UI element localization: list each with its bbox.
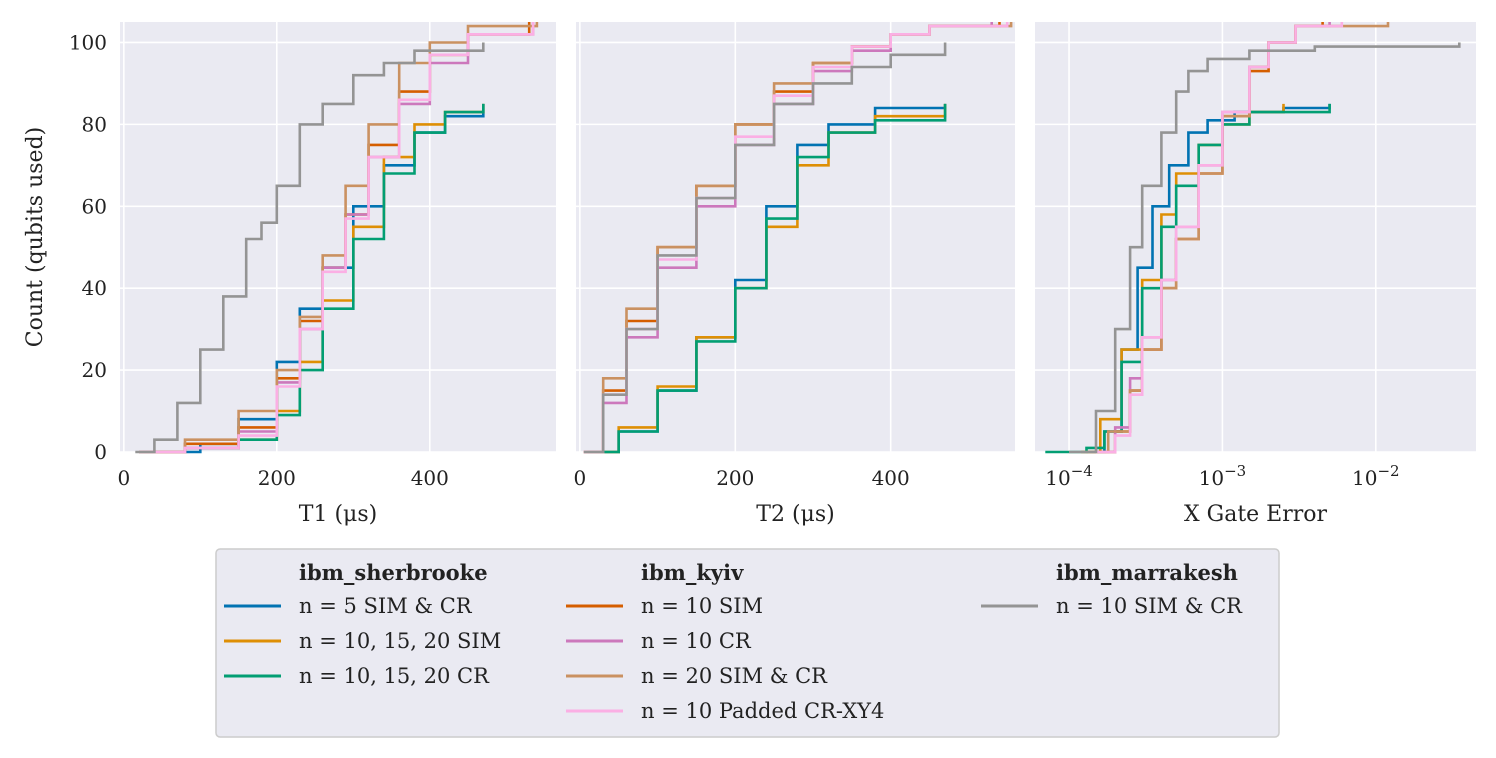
series-line-7: [1096, 22, 1344, 454]
legend-label: n = 10, 15, 20 SIM: [299, 629, 501, 653]
y-tick-label: 100: [69, 30, 107, 54]
x-axis-label: T1 (μs): [299, 502, 377, 527]
y-tick-label: 40: [82, 276, 107, 300]
y-tick-label: 80: [82, 112, 107, 136]
series-line-3: [1045, 103, 1331, 454]
legend-label: n = 10 SIM & CR: [1056, 594, 1243, 618]
panel-2: 0 200 400 T2 (μs): [574, 22, 1015, 527]
legend-label: n = 10 CR: [641, 629, 752, 653]
x-tick-label: 200: [258, 466, 296, 490]
legend-box: [215, 548, 1280, 738]
plot-area: [120, 22, 556, 452]
x-tick-label: 200: [716, 466, 754, 490]
panel-1: 0 200 400 0 20 40 60 80 100 Count (qubits used) T1…: [23, 22, 556, 527]
x-tick-label: 0: [574, 466, 587, 490]
series-line-7: [139, 22, 535, 454]
series-line-3: [587, 103, 947, 454]
x-tick-label: 400: [411, 466, 449, 490]
x-axis-label: T2 (μs): [756, 502, 834, 527]
legend-label: n = 10 Padded CR-XY4: [641, 699, 884, 723]
legend-title: ibm_kyiv: [641, 560, 744, 585]
x-tick-label: 10−4: [1045, 462, 1093, 490]
series-line-8: [583, 42, 947, 454]
legend-label: n = 5 SIM & CR: [299, 594, 473, 618]
legend-label: n = 10 SIM: [641, 594, 763, 618]
legend-title: ibm_sherbrooke: [299, 560, 488, 585]
x-tick-label: 400: [872, 466, 910, 490]
x-tick-label: 0: [117, 466, 130, 490]
series-line-8: [135, 42, 485, 454]
series-line-8: [1069, 42, 1461, 454]
x-tick-label: 10−2: [1352, 462, 1400, 490]
legend-label: n = 20 SIM & CR: [641, 664, 828, 688]
plot-area: [576, 22, 1015, 452]
y-tick-label: 20: [82, 358, 107, 382]
x-axis-label: X Gate Error: [1184, 502, 1328, 527]
panel-3: 10−4 10−3 10−2 X Gate Error: [1035, 22, 1476, 527]
plot-area: [1035, 22, 1476, 452]
x-tick-label: 10−3: [1199, 462, 1247, 490]
y-tick-label: 60: [82, 194, 107, 218]
y-tick-label: 0: [94, 440, 107, 464]
legend-label: n = 10, 15, 20 CR: [299, 664, 490, 688]
legend-title: ibm_marrakesh: [1056, 560, 1238, 585]
y-axis-label: Count (qubits used): [23, 127, 48, 347]
